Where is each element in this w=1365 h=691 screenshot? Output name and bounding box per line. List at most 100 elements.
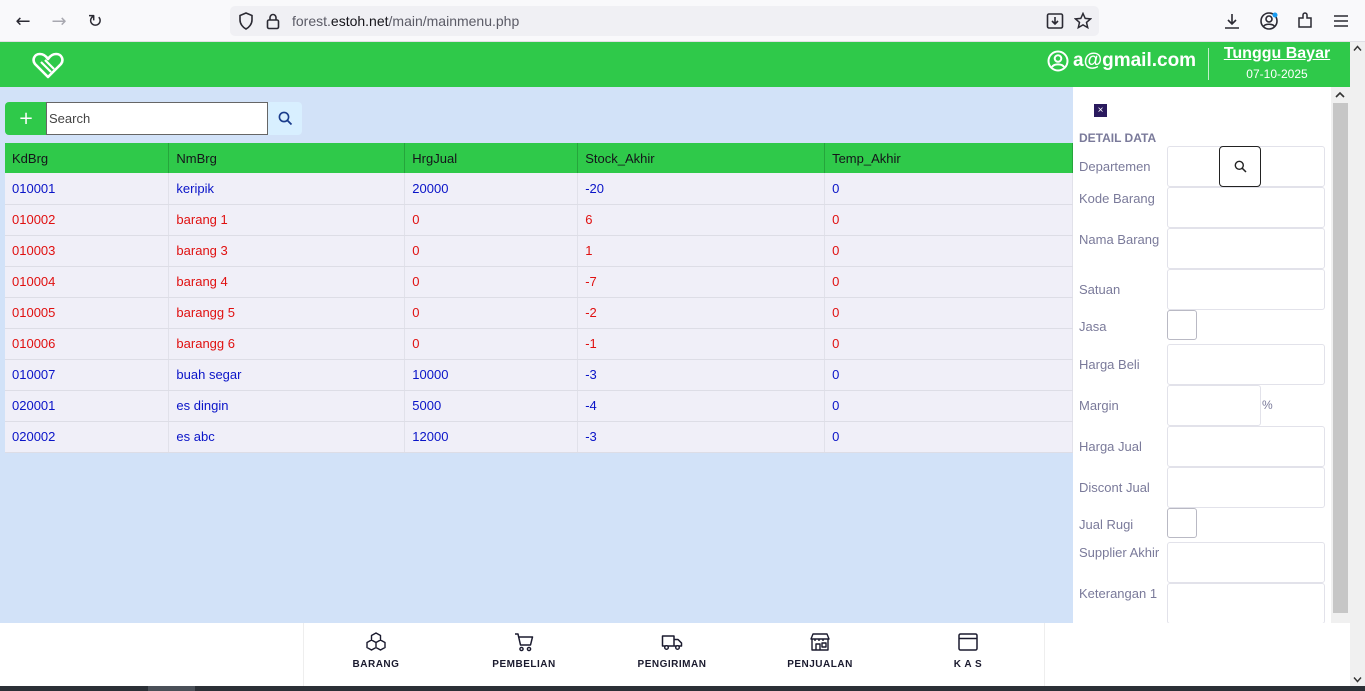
label-harga-beli: Harga Beli [1079,357,1140,372]
page-scroll-up-icon[interactable] [1353,45,1362,52]
keterangan-1-field[interactable] [1167,583,1325,623]
cell-temp-akhir: 0 [824,421,1073,453]
detail-panel: × DETAIL DATA Departemen Kode Barang Nam… [1073,87,1331,623]
cell-kdbrg: 010001 [5,173,170,205]
nav-penjualan-label: PENJUALAN [787,659,853,670]
cell-nmbrg: keripik [168,173,406,205]
label-margin: Margin [1079,398,1119,413]
cell-temp-akhir: 0 [824,297,1073,329]
close-panel-button[interactable]: × [1094,104,1107,117]
user-account[interactable]: a@gmail.com [1047,50,1196,72]
cell-hrgjual: 5000 [404,390,579,422]
cell-temp-akhir: 0 [824,328,1073,360]
harga-jual-field[interactable] [1167,426,1325,467]
label-harga-jual: Harga Jual [1079,439,1142,454]
jual-rugi-checkbox[interactable] [1167,508,1197,538]
margin-field[interactable] [1167,385,1261,426]
browser-toolbar: ← → ↻ forest.estoh.net/main/mainmenu.php [0,0,1365,42]
cell-hrgjual: 20000 [404,173,579,205]
url-text: forest.estoh.net/main/mainmenu.php [292,13,519,29]
os-taskbar [0,686,1365,691]
url-domain: estoh.net [330,13,389,29]
address-bar[interactable]: forest.estoh.net/main/mainmenu.php [230,6,1099,36]
cell-nmbrg: barang 3 [168,235,406,267]
discont-jual-field[interactable] [1167,467,1325,508]
search-icon [278,111,292,126]
satuan-field[interactable] [1167,269,1325,310]
forward-icon[interactable]: → [51,10,67,32]
cell-hrgjual: 0 [404,235,579,267]
scroll-up-icon[interactable] [1335,91,1345,99]
page-scroll-down-icon[interactable] [1353,676,1362,683]
table-row[interactable]: 010007 buah segar 10000 -3 0 [5,359,1073,391]
reload-icon[interactable]: ↻ [87,10,103,32]
cell-stock-akhir: -20 [577,173,826,205]
cell-hrgjual: 0 [404,328,579,360]
table-header-row: KdBrg NmBrg HrgJual Stock_Akhir Temp_Akh… [5,143,1073,173]
panel-scrollbar-thumb[interactable] [1333,103,1348,613]
harga-beli-field[interactable] [1167,344,1325,385]
nav-kas[interactable]: K A S [908,631,1028,670]
cell-temp-akhir: 0 [824,266,1073,298]
cell-kdbrg: 010006 [5,328,170,360]
menu-icon[interactable] [1333,13,1349,29]
extensions-icon[interactable] [1296,12,1314,30]
main-content: + KdBrg NmBrg HrgJual Stock_Akhir Temp_A… [0,87,1073,623]
nav-penjualan[interactable]: PENJUALAN [760,631,880,670]
nav-barang-label: BARANG [352,659,400,670]
add-button[interactable]: + [5,102,47,135]
table-row[interactable]: 010006 barangg 6 0 -1 0 [5,328,1073,360]
col-header-stock-akhir[interactable]: Stock_Akhir [577,143,826,173]
url-prefix: forest. [292,13,331,29]
page-download-icon[interactable] [1046,12,1064,30]
user-circle-icon [1047,50,1069,72]
col-header-kdbrg[interactable]: KdBrg [5,143,170,173]
boxes-icon [366,632,386,651]
page-scrollbar[interactable] [1350,42,1365,691]
cell-hrgjual: 0 [404,266,579,298]
nav-barang[interactable]: BARANG [316,631,436,670]
jasa-checkbox[interactable] [1167,310,1197,340]
cell-nmbrg: es abc [168,421,406,453]
search-icon [1234,160,1247,173]
account-icon[interactable] [1259,11,1279,31]
nama-barang-field[interactable] [1167,228,1325,269]
search-input[interactable] [46,102,268,135]
cell-kdbrg: 010002 [5,204,170,236]
label-nama-barang: Nama Barang [1079,232,1160,247]
bottom-navigation: BARANG PEMBELIAN PENGIRIMAN PENJUALAN [0,623,1350,686]
shield-icon[interactable] [238,12,254,30]
table-row[interactable]: 010001 keripik 20000 -20 0 [5,173,1073,205]
table-row[interactable]: 010005 barangg 5 0 -2 0 [5,297,1073,329]
lock-icon[interactable] [266,12,280,30]
col-header-temp-akhir[interactable]: Temp_Akhir [824,143,1073,173]
cell-stock-akhir: -4 [577,390,826,422]
cell-kdbrg: 010004 [5,266,170,298]
table-row[interactable]: 010003 barang 3 0 1 0 [5,235,1073,267]
label-satuan: Satuan [1079,282,1121,297]
cell-stock-akhir: -3 [577,359,826,391]
table-row[interactable]: 020001 es dingin 5000 -4 0 [5,390,1073,422]
cell-stock-akhir: 6 [577,204,826,236]
downloads-icon[interactable] [1223,12,1241,30]
table-row[interactable]: 010004 barang 4 0 -7 0 [5,266,1073,298]
departemen-search-button[interactable] [1219,146,1261,187]
nav-pembelian[interactable]: PEMBELIAN [464,631,584,670]
search-button[interactable] [268,102,302,135]
bookmark-star-icon[interactable] [1074,12,1092,30]
status-link[interactable]: Tunggu Bayar [1223,45,1331,62]
app-logo-icon[interactable] [32,50,64,80]
wallet-icon [958,633,978,651]
supplier-akhir-field[interactable] [1167,542,1325,583]
back-icon[interactable]: ← [15,10,31,32]
app-header: a@gmail.com Tunggu Bayar 07-10-2025 [0,42,1350,87]
cell-hrgjual: 0 [404,204,579,236]
table-row[interactable]: 020002 es abc 12000 -3 0 [5,421,1073,453]
col-header-hrgjual[interactable]: HrgJual [404,143,579,173]
cell-temp-akhir: 0 [824,359,1073,391]
cell-temp-akhir: 0 [824,173,1073,205]
kode-barang-field[interactable] [1167,187,1325,228]
nav-pengiriman[interactable]: PENGIRIMAN [612,631,732,670]
col-header-nmbrg[interactable]: NmBrg [168,143,406,173]
table-row[interactable]: 010002 barang 1 0 6 0 [5,204,1073,236]
